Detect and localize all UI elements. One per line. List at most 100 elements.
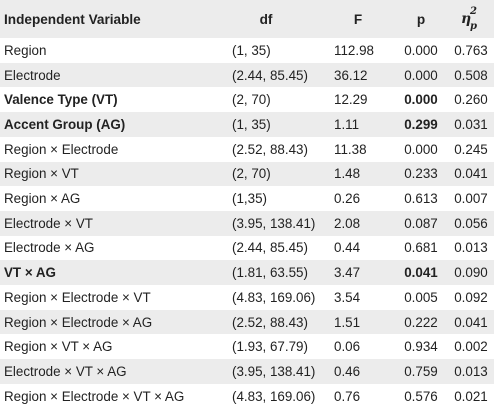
header-f: F: [353, 11, 363, 27]
header-partial-eta-squared: η 2 p: [448, 0, 494, 38]
cell-p: 0.299: [404, 116, 438, 132]
cell-f: 11.38: [334, 141, 367, 157]
cell-p: 0.005: [404, 289, 438, 305]
table-row: Electrode (2.44, 85.45) 36.12 0.000 0.508: [0, 62, 494, 88]
table-row: Region × Electrode (2.52, 88.43) 11.38 0.00…: [0, 136, 494, 162]
cell-f: 3.54: [334, 289, 361, 305]
cell-independent-variable: Region × Electrode: [4, 141, 119, 157]
cell-partial-eta-squared: 0.013: [454, 240, 488, 256]
cell-p: 0.000: [404, 67, 438, 83]
table-header-row: Independent Variable df F p η 2 p: [0, 0, 494, 38]
cell-df: (3.95, 138.41): [232, 363, 316, 379]
table-row: Region × VT × AG (1.93, 67.79) 0.06 0.934 0.…: [0, 334, 494, 360]
cell-independent-variable: Accent Group (AG): [4, 116, 126, 132]
cell-independent-variable: Region × Electrode × VT × AG: [4, 388, 185, 404]
cell-df: (1,35): [232, 191, 267, 207]
cell-df: (1.93, 67.79): [232, 339, 308, 355]
cell-f: 0.06: [334, 339, 361, 355]
cell-df: (2.52, 88.43): [232, 314, 308, 330]
cell-partial-eta-squared: 0.013: [454, 363, 488, 379]
cell-independent-variable: Region × AG: [4, 191, 81, 207]
cell-partial-eta-squared: 0.763: [454, 42, 488, 58]
cell-p: 0.041: [404, 265, 438, 281]
cell-df: (2.44, 85.45): [232, 67, 308, 83]
table-row: Electrode × VT (3.95, 138.41) 2.08 0.087 0.0…: [0, 210, 494, 236]
cell-partial-eta-squared: 0.031: [454, 116, 488, 132]
cell-partial-eta-squared: 0.508: [454, 67, 488, 83]
cell-independent-variable: Region × Electrode × VT: [4, 289, 151, 305]
cell-partial-eta-squared: 0.041: [454, 166, 488, 182]
cell-p: 0.934: [404, 339, 438, 355]
cell-p: 0.000: [404, 141, 438, 157]
cell-df: (2, 70): [232, 166, 271, 182]
cell-independent-variable: Electrode × VT: [4, 215, 93, 231]
cell-df: (4.83, 169.06): [232, 289, 316, 305]
cell-p: 0.000: [404, 42, 438, 58]
cell-f: 0.46: [334, 363, 361, 379]
table-row: Region × Electrode × VT × AG (4.83, 169.0…: [0, 383, 494, 409]
cell-p: 0.233: [404, 166, 438, 182]
cell-partial-eta-squared: 0.007: [454, 191, 488, 207]
eta-superscript: 2: [470, 6, 477, 17]
cell-df: (1.81, 63.55): [232, 265, 308, 281]
cell-p: 0.613: [404, 191, 438, 207]
table-row: Region (1, 35) 112.98 0.000 0.763: [0, 38, 494, 63]
cell-f: 36.12: [334, 67, 368, 83]
header-p: p: [416, 11, 426, 27]
cell-independent-variable: Valence Type (VT): [4, 92, 118, 108]
cell-df: (4.83, 169.06): [232, 388, 316, 404]
table-row: VT × AG (1.81, 63.55) 3.47 0.041 0.090: [0, 260, 494, 285]
cell-f: 0.26: [334, 191, 361, 207]
cell-p: 0.222: [404, 314, 438, 330]
cell-p: 0.759: [404, 363, 438, 379]
cell-partial-eta-squared: 0.041: [454, 314, 488, 330]
cell-partial-eta-squared: 0.002: [454, 339, 488, 355]
cell-independent-variable: Region × VT × AG: [4, 339, 113, 355]
cell-partial-eta-squared: 0.260: [454, 92, 488, 108]
cell-f: 12.29: [334, 92, 368, 108]
cell-p: 0.087: [404, 215, 438, 231]
table-row: Electrode × AG (2.44, 85.45) 0.44 0.681 0.01…: [0, 235, 494, 261]
cell-f: 1.51: [334, 314, 361, 330]
cell-partial-eta-squared: 0.056: [454, 215, 488, 231]
cell-partial-eta-squared: 0.021: [454, 388, 488, 404]
cell-independent-variable: Region × Electrode × AG: [4, 314, 153, 330]
cell-partial-eta-squared: 0.092: [454, 289, 488, 305]
table-row: Region × Electrode × VT (4.83, 169.06) 3.5…: [0, 285, 494, 310]
cell-f: 0.76: [334, 388, 361, 404]
cell-f: 1.11: [334, 116, 360, 132]
cell-f: 112.98: [334, 42, 374, 58]
cell-f: 2.08: [334, 215, 361, 231]
cell-p: 0.681: [404, 240, 438, 256]
table-row: Valence Type (VT) (2, 70) 12.29 0.000 0.260: [0, 87, 494, 113]
cell-df: (3.95, 138.41): [232, 215, 316, 231]
cell-p: 0.000: [404, 92, 438, 108]
table-row: Region × Electrode × AG (2.52, 88.43) 1.51…: [0, 309, 494, 335]
cell-df: (1, 35): [232, 42, 271, 58]
cell-independent-variable: Electrode: [4, 67, 61, 83]
cell-partial-eta-squared: 0.090: [454, 265, 488, 281]
cell-df: (2.52, 88.43): [232, 141, 308, 157]
cell-f: 1.48: [334, 166, 361, 182]
table-row: Accent Group (AG) (1, 35) 1.11 0.299 0.031: [0, 112, 494, 137]
table-row: Region × AG (1,35) 0.26 0.613 0.007: [0, 186, 494, 211]
cell-f: 3.47: [334, 265, 361, 281]
eta-subscript: p: [470, 21, 477, 32]
table-row: Region × VT (2, 70) 1.48 0.233 0.041: [0, 161, 494, 187]
cell-df: (2, 70): [232, 92, 271, 108]
cell-df: (2.44, 85.45): [232, 240, 308, 256]
cell-f: 0.44: [334, 240, 361, 256]
cell-independent-variable: VT × AG: [4, 265, 56, 281]
cell-df: (1, 35): [232, 116, 271, 132]
cell-independent-variable: Region: [4, 42, 47, 58]
header-df: df: [259, 11, 273, 27]
eta-symbol: η: [461, 11, 472, 27]
header-independent-variable: Independent Variable: [4, 11, 141, 27]
cell-independent-variable: Region × VT: [4, 166, 79, 182]
cell-independent-variable: Electrode × VT × AG: [4, 363, 127, 379]
cell-independent-variable: Electrode × AG: [4, 240, 95, 256]
cell-partial-eta-squared: 0.245: [454, 141, 488, 157]
table-row: Electrode × VT × AG (3.95, 138.41) 0.46 0.7…: [0, 359, 494, 384]
cell-p: 0.576: [404, 388, 438, 404]
